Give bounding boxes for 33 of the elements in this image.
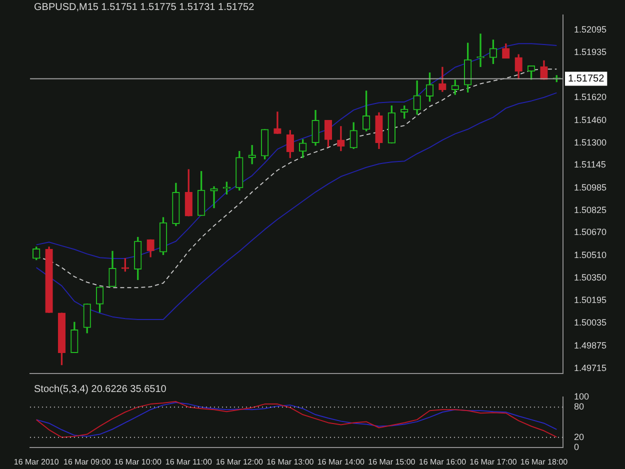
x-tick-label: 16 Mar 15:00: [368, 457, 416, 466]
y-tick-label: 100: [574, 391, 590, 402]
x-tick-label: 16 Mar 18:00: [520, 457, 568, 466]
chart-title: GBPUSD,M15 1.51751 1.51775 1.51731 1.51752: [34, 2, 255, 13]
chart-title: Stoch(5,3,4) 20.6226 35.6510: [34, 384, 167, 395]
y-tick-label: 1.50510: [574, 250, 607, 260]
x-tick-label: 16 Mar 14:00: [317, 457, 366, 466]
y-tick-label: 1.51300: [574, 138, 607, 148]
y-tick-label: 1.50670: [574, 227, 607, 238]
x-tick-label: 16 Mar 2010: [14, 457, 60, 466]
x-tick-label: 16 Mar 12:00: [216, 457, 264, 466]
y-tick-label: 1.50985: [574, 182, 607, 192]
x-tick-label: 16 Mar 11:00: [165, 457, 212, 466]
x-tick-label: 16 Mar 09:00: [64, 457, 112, 466]
y-tick-label: 80: [574, 402, 584, 412]
x-tick-label: 16 Mar 10:00: [114, 457, 162, 466]
x-tick-label: 16 Mar 17:00: [470, 457, 518, 466]
x-tick-label: 16 Mar 16:00: [418, 457, 467, 466]
y-tick-label: 1.50035: [574, 318, 607, 328]
y-tick-label: 1.49875: [574, 340, 607, 350]
y-tick-label: 1.50350: [574, 272, 607, 283]
y-tick-label: 0: [574, 442, 580, 452]
y-tick-label: 1.52095: [574, 24, 607, 34]
y-tick-label: 1.49715: [574, 363, 607, 374]
y-tick-label: 20: [574, 432, 584, 442]
y-tick-label: 1.51935: [574, 47, 607, 58]
y-tick-label: 1.50825: [574, 205, 607, 216]
ref-line-label: 1.51752: [568, 74, 605, 84]
y-tick-label: 1.51620: [574, 92, 607, 102]
y-tick-label: 1.51460: [574, 114, 607, 125]
y-tick-label: 1.51145: [574, 160, 606, 170]
y-tick-label: 1.50195: [574, 294, 607, 305]
x-tick-label: 16 Mar 13:00: [266, 457, 314, 466]
